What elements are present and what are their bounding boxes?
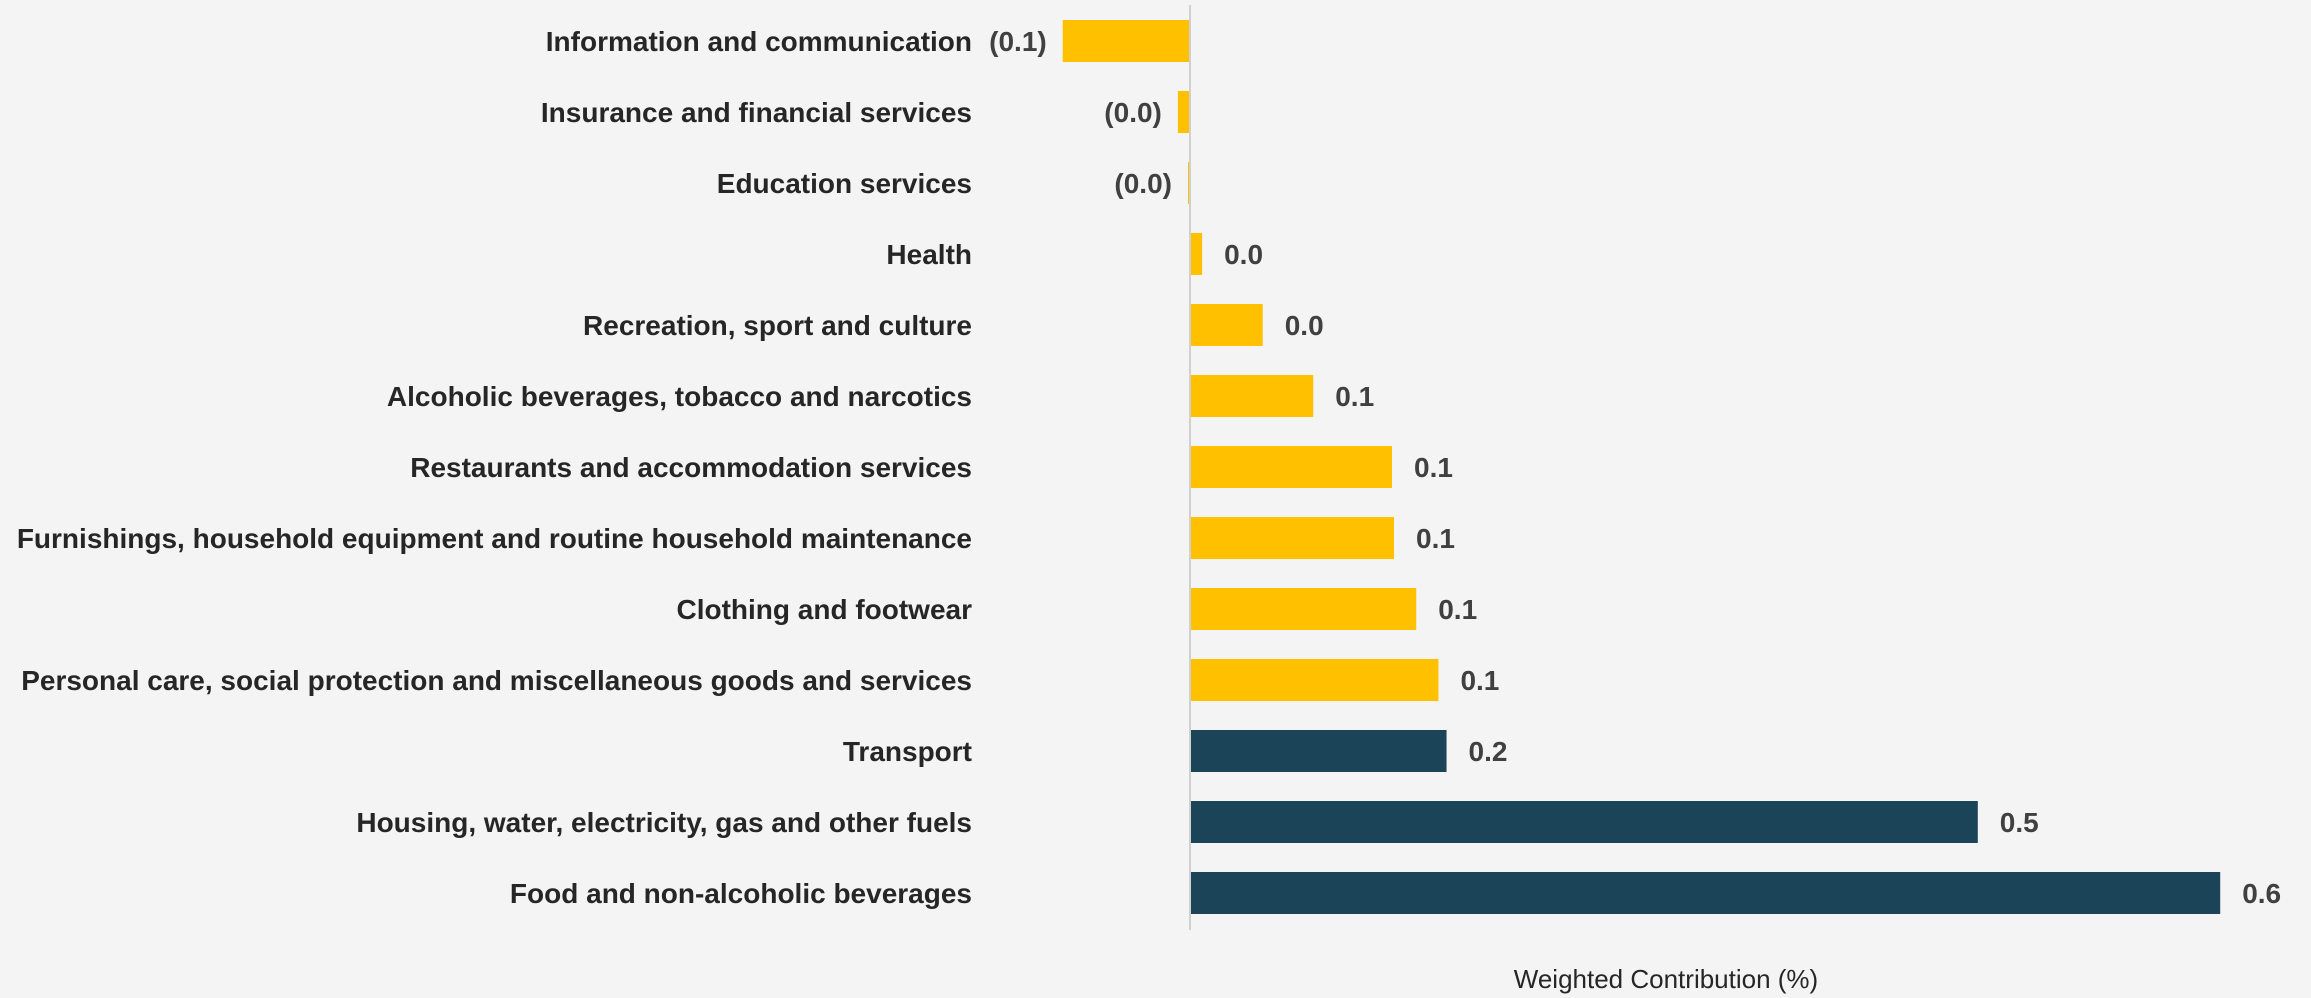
category-label: Furnishings, household equipment and rou… bbox=[17, 523, 972, 554]
category-label: Recreation, sport and culture bbox=[583, 310, 972, 341]
x-axis-title: Weighted Contribution (%) bbox=[1514, 964, 1818, 994]
category-labels: Information and communication Insurance a… bbox=[17, 26, 972, 909]
bar bbox=[1190, 872, 2221, 914]
category-label: Personal care, social protection and mis… bbox=[21, 665, 972, 696]
value-label: 0.6 bbox=[2242, 878, 2281, 909]
bar bbox=[1190, 659, 1439, 701]
category-label: Information and communication bbox=[546, 26, 972, 57]
value-label: 0.2 bbox=[1469, 736, 1508, 767]
bar bbox=[1190, 304, 1263, 346]
value-label: (0.0) bbox=[1114, 168, 1172, 199]
bars bbox=[1062, 20, 2221, 914]
bar bbox=[1190, 517, 1395, 559]
bar bbox=[1190, 375, 1314, 417]
category-label: Health bbox=[886, 239, 972, 270]
value-label: (0.1) bbox=[989, 26, 1047, 57]
value-label: 0.1 bbox=[1438, 594, 1477, 625]
category-label: Education services bbox=[717, 168, 972, 199]
bar bbox=[1190, 730, 1447, 772]
value-label: 0.1 bbox=[1335, 381, 1374, 412]
value-label: 0.5 bbox=[2000, 807, 2039, 838]
value-label: 0.1 bbox=[1416, 523, 1455, 554]
value-label: 0.0 bbox=[1285, 310, 1324, 341]
value-labels: (0.1) (0.0) (0.0) 0.0 0.0 0.1 0.1 0.1 0.1 0.1 0.2 0… bbox=[989, 26, 2281, 909]
bar bbox=[1190, 588, 1417, 630]
category-label: Insurance and financial services bbox=[541, 97, 972, 128]
value-label: 0.1 bbox=[1460, 665, 1499, 696]
bar bbox=[1190, 233, 1203, 275]
bar bbox=[1190, 446, 1392, 488]
category-label: Housing, water, electricity, gas and oth… bbox=[356, 807, 972, 838]
value-label: 0.1 bbox=[1414, 452, 1453, 483]
bar bbox=[1187, 162, 1190, 204]
category-label: Transport bbox=[843, 736, 972, 767]
category-label: Restaurants and accommodation services bbox=[410, 452, 972, 483]
category-label: Food and non-alcoholic beverages bbox=[510, 878, 972, 909]
category-label: Alcoholic beverages, tobacco and narcoti… bbox=[387, 381, 972, 412]
bar bbox=[1062, 20, 1190, 62]
category-label: Clothing and footwear bbox=[676, 594, 972, 625]
bar bbox=[1190, 801, 1978, 843]
value-label: (0.0) bbox=[1104, 97, 1162, 128]
bar bbox=[1177, 91, 1190, 133]
value-label: 0.0 bbox=[1224, 239, 1263, 270]
